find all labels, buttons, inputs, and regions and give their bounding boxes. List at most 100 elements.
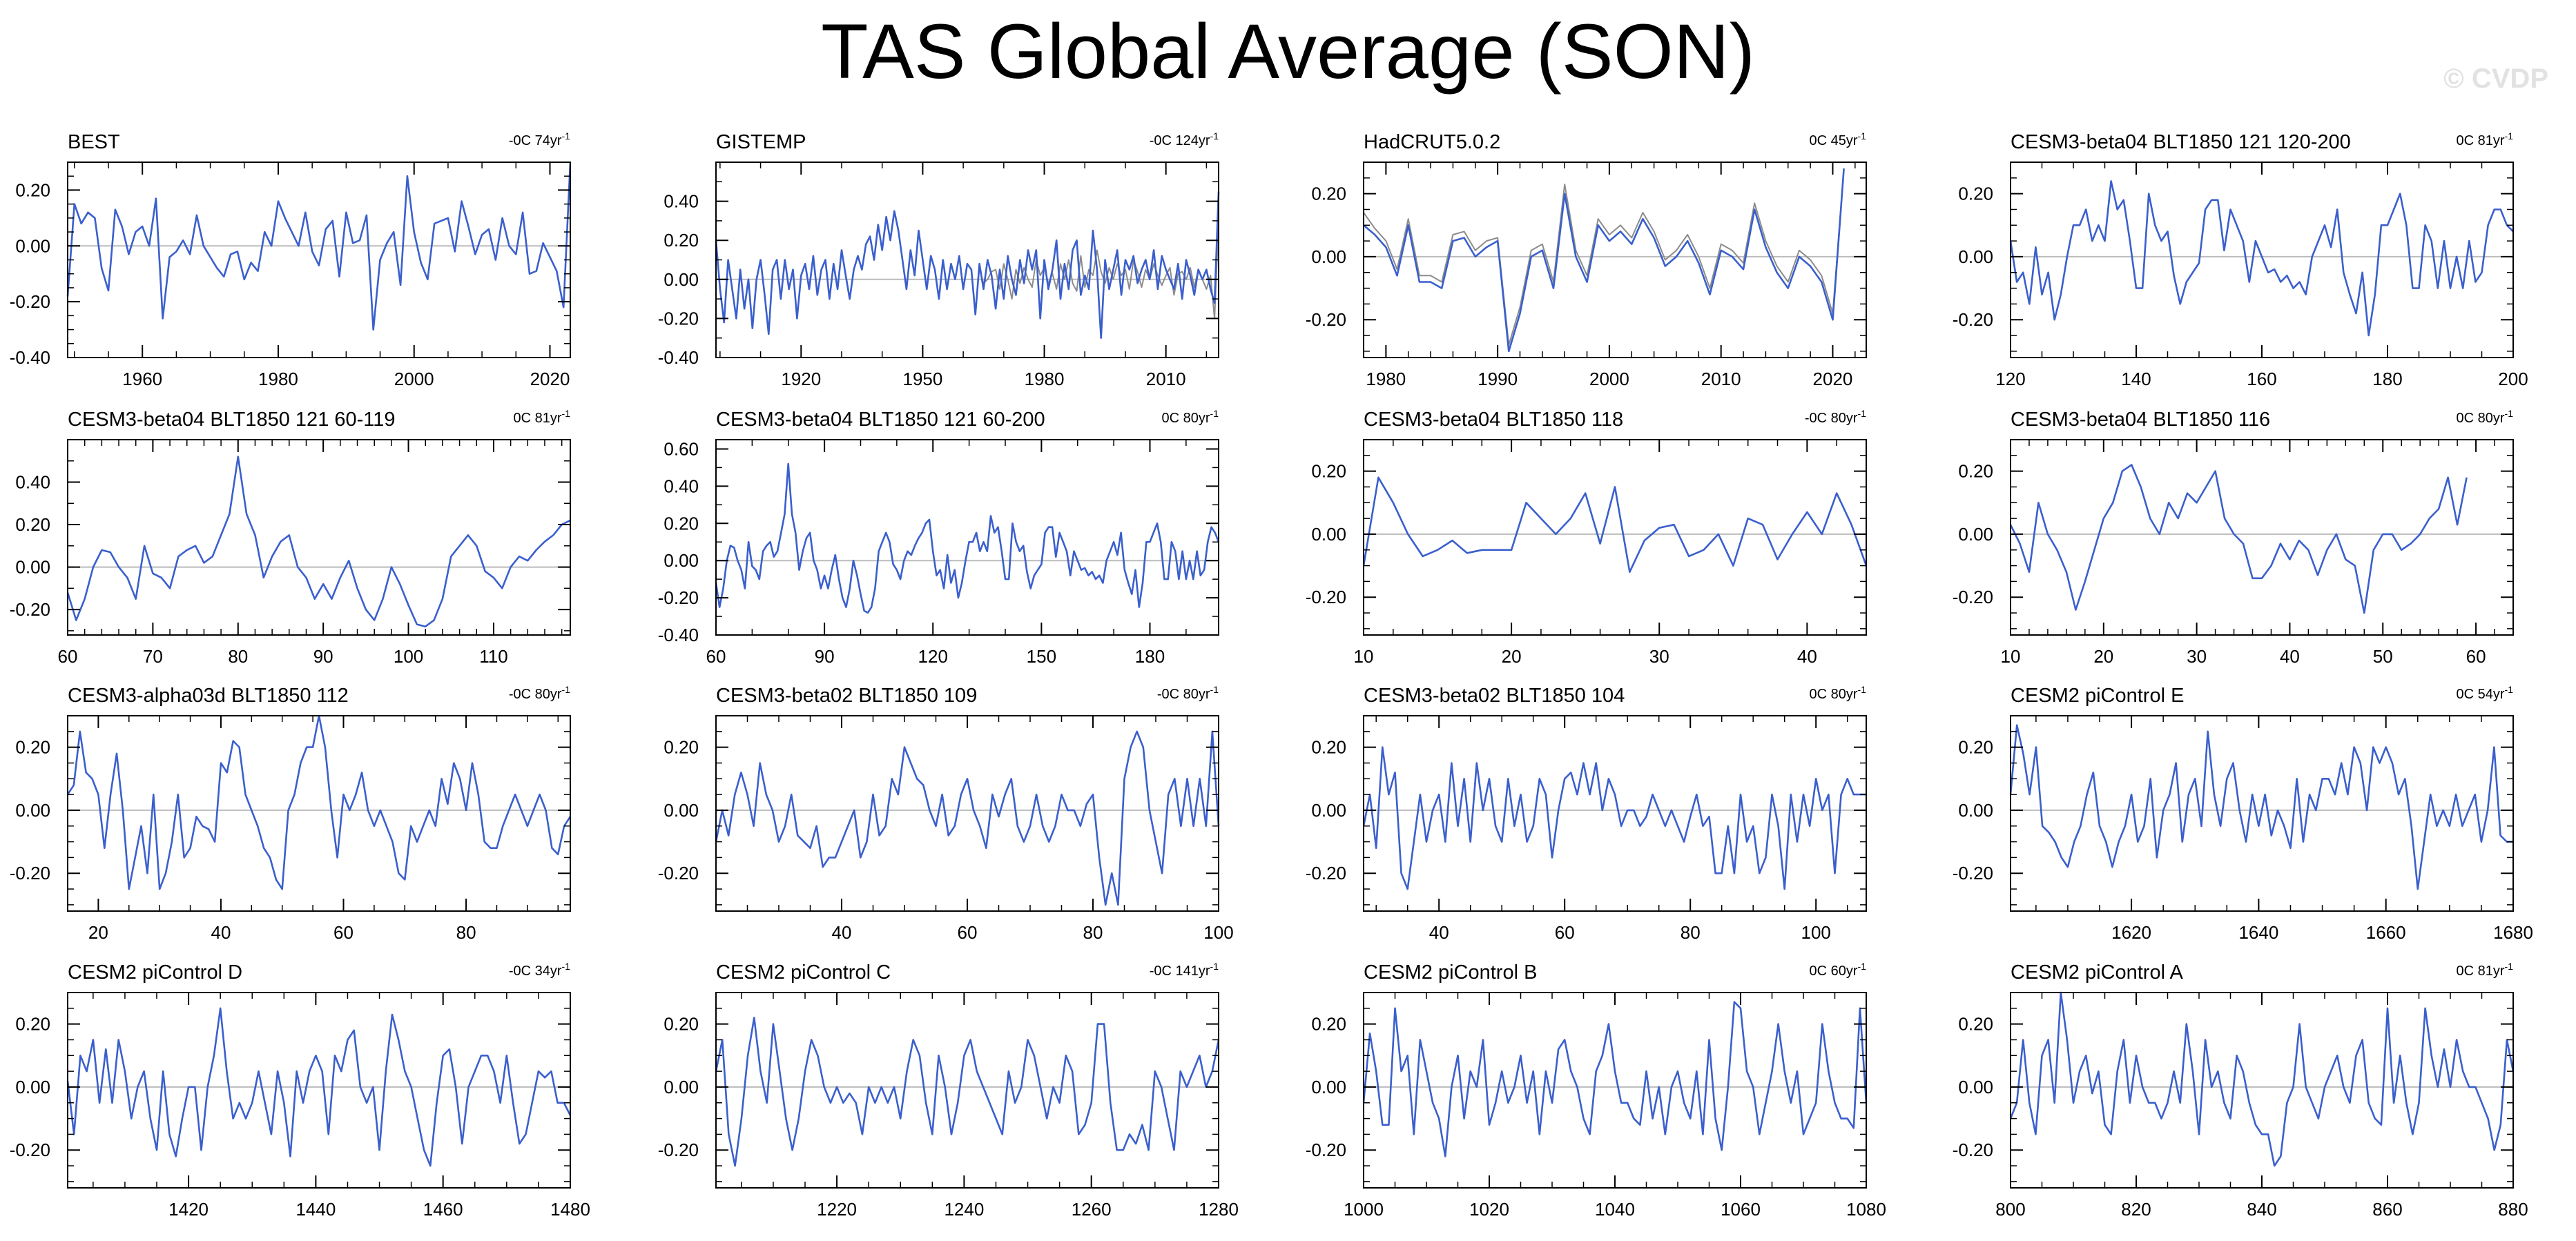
plot-frame <box>715 162 1219 358</box>
x-tick-label: 800 <box>1995 1199 2025 1220</box>
panel-6: -0.20 0.00 0.20 10 20 30 40 CESM3-beta04 BLT185… <box>1306 408 1868 667</box>
x-tick-label: 80 <box>228 646 248 667</box>
x-tick-label: 40 <box>1797 646 1817 667</box>
series-line <box>2009 464 2468 614</box>
x-tick-label: 90 <box>313 646 333 667</box>
y-tick-label: 0.00 <box>1958 800 1993 821</box>
x-tick-label: 100 <box>1203 922 1233 943</box>
x-tick-label: 1260 <box>1072 1199 1112 1220</box>
panel-15: -0.20 0.00 0.20 800 820 840 860 880 CESM2 piCont… <box>1953 961 2528 1220</box>
panel-title: CESM2 piControl B <box>1364 961 1537 984</box>
x-tick-label: 60 <box>58 646 78 667</box>
y-tick-label: 0.20 <box>664 1014 699 1035</box>
y-tick-label: 0.00 <box>1958 246 1993 267</box>
panel-title: CESM3-beta04 BLT1850 116 <box>2011 409 2270 431</box>
y-tick-label: -0.20 <box>10 863 50 883</box>
trend-label: -0C 34yr-1 <box>509 961 570 979</box>
x-tick-label: 30 <box>1649 646 1669 667</box>
trend-label: -0C 124yr-1 <box>1150 130 1219 148</box>
x-tick-label: 1620 <box>2111 922 2151 943</box>
x-tick-label: 840 <box>2247 1199 2276 1220</box>
y-tick-label: 0.20 <box>1311 737 1346 758</box>
series-line <box>66 456 571 628</box>
x-tick-label: 1960 <box>122 369 162 389</box>
y-tick-label: 0.00 <box>15 800 50 821</box>
y-tick-label: -0.20 <box>658 308 699 329</box>
panel-14: -0.20 0.00 0.20 1000 1020 1040 1060 1080 CESM2 p… <box>1306 961 1886 1220</box>
x-tick-label: 140 <box>2121 369 2151 389</box>
y-tick-label: -0.20 <box>1953 863 1993 883</box>
x-tick-label: 2000 <box>394 369 434 389</box>
trend-label: 0C 81yr-1 <box>2457 961 2514 979</box>
x-tick-label: 60 <box>333 922 354 943</box>
x-tick-label: 80 <box>1083 922 1103 943</box>
panel-title: CESM3-beta04 BLT1850 121 120-200 <box>2011 131 2351 153</box>
panel-title: CESM3-beta02 BLT1850 109 <box>716 685 977 707</box>
panel-4: -0.20 0.00 0.20 0.40 60 70 80 90 100 110 CESM3-bet… <box>10 408 571 667</box>
panel-title: CESM3-beta04 BLT1850 121 60-200 <box>716 409 1045 431</box>
trend-label: -0C 80yr-1 <box>1805 408 1866 426</box>
y-tick-label: 0.00 <box>1311 1077 1346 1097</box>
plot-frame <box>1363 162 1867 358</box>
x-tick-label: 1280 <box>1199 1199 1239 1220</box>
series-line <box>66 1007 572 1167</box>
x-tick-label: 1680 <box>2493 922 2533 943</box>
series-line <box>715 191 1220 340</box>
y-tick-label: 0.00 <box>1311 800 1346 821</box>
y-tick-label: 0.20 <box>1311 184 1346 204</box>
y-tick-label: 0.00 <box>15 235 50 256</box>
series-line-obs <box>1363 168 1845 346</box>
y-tick-label: -0.20 <box>658 863 699 883</box>
y-tick-label: 0.60 <box>664 438 699 459</box>
y-tick-label: 0.20 <box>1958 461 1993 482</box>
panel-title: CESM2 piControl D <box>68 961 242 984</box>
panel-5: -0.40 -0.20 0.00 0.20 0.40 0.60 60 90 120 150 180 C… <box>658 408 1220 667</box>
y-tick-label: 0.20 <box>15 737 50 758</box>
x-tick-label: 1950 <box>902 369 942 389</box>
x-tick-label: 70 <box>143 646 163 667</box>
panel-title: CESM2 piControl C <box>716 961 891 984</box>
plot-frame <box>1363 992 1867 1189</box>
x-tick-label: 20 <box>88 922 108 943</box>
x-tick-label: 2010 <box>1146 369 1186 389</box>
plot-frame <box>67 992 571 1189</box>
panel-12: -0.20 0.00 0.20 1420 1440 1460 1480 CESM2 piCon… <box>10 961 590 1220</box>
trend-label: 0C 81yr-1 <box>2457 130 2514 148</box>
y-tick-label: 0.20 <box>15 1014 50 1035</box>
y-tick-label: 0.00 <box>15 557 50 578</box>
y-tick-label: -0.20 <box>10 599 50 620</box>
series-line <box>1362 1001 1868 1157</box>
page-title: TAS Global Average (SON) <box>821 8 1755 95</box>
series-line <box>66 162 572 331</box>
y-tick-label: 0.20 <box>664 230 699 251</box>
x-tick-label: 120 <box>918 646 948 667</box>
trend-label: 0C 80yr-1 <box>2457 408 2514 426</box>
x-tick-label: 150 <box>1027 646 1056 667</box>
x-tick-label: 1460 <box>423 1199 463 1220</box>
trend-label: -0C 80yr-1 <box>1157 684 1219 702</box>
x-tick-label: 1980 <box>1366 369 1406 389</box>
plot-frame <box>715 992 1219 1189</box>
panel-2: -0.20 0.00 0.20 1980 1990 2000 2010 2020 HadCRUT… <box>1306 130 1867 389</box>
x-tick-label: 20 <box>2093 646 2113 667</box>
x-tick-label: 1980 <box>258 369 298 389</box>
x-tick-label: 40 <box>211 922 231 943</box>
y-tick-label: 0.00 <box>1958 524 1993 545</box>
x-tick-label: 820 <box>2121 1199 2151 1220</box>
y-tick-label: -0.20 <box>1306 587 1346 607</box>
panel-title: BEST <box>68 131 120 153</box>
y-tick-label: 0.20 <box>1311 1014 1346 1035</box>
panel-9: -0.20 0.00 0.20 40 60 80 100 CESM3-beta02 BLT18… <box>658 684 1234 943</box>
series-line <box>1362 476 1868 574</box>
series-line <box>1362 746 1866 890</box>
panel-title: CESM3-beta04 BLT1850 118 <box>1364 409 1623 431</box>
x-tick-label: 50 <box>2373 646 2393 667</box>
series-line <box>2009 724 2513 890</box>
x-tick-label: 1220 <box>817 1199 857 1220</box>
x-tick-label: 40 <box>1429 922 1449 943</box>
y-tick-label: 0.00 <box>1958 1077 1993 1097</box>
x-tick-label: 120 <box>1995 369 2025 389</box>
y-tick-label: -0.20 <box>658 587 699 608</box>
y-tick-label: 0.20 <box>664 737 699 758</box>
panel-title: CESM3-alpha03d BLT1850 112 <box>68 685 349 707</box>
